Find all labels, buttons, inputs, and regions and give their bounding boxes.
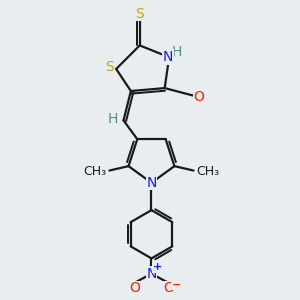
Text: CH₃: CH₃: [83, 165, 106, 178]
Text: O: O: [163, 281, 174, 296]
Text: S: S: [105, 61, 114, 74]
Text: CH₃: CH₃: [196, 165, 220, 178]
Text: S: S: [135, 7, 144, 21]
Text: O: O: [129, 281, 140, 296]
Text: H: H: [171, 45, 182, 59]
Text: H: H: [107, 112, 118, 126]
Text: O: O: [194, 90, 205, 104]
Text: +: +: [153, 262, 162, 272]
Text: −: −: [172, 280, 181, 290]
Text: N: N: [146, 176, 157, 190]
Text: N: N: [163, 50, 173, 64]
Text: N: N: [146, 267, 157, 281]
